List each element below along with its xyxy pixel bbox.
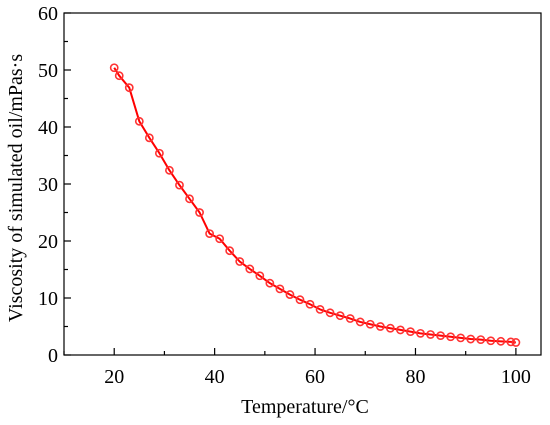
data-point — [315, 304, 325, 314]
axis-layer — [63, 12, 542, 356]
data-point — [406, 327, 415, 337]
data-point — [365, 319, 375, 329]
y-tick-label-60: 60 — [38, 3, 58, 25]
tick-layer: 20 40 60 80 100 0 10 20 30 40 50 60 — [38, 3, 531, 388]
data-point — [345, 314, 355, 323]
data-point — [295, 295, 305, 305]
data-point — [245, 264, 255, 274]
data-point — [305, 299, 315, 309]
data-point — [215, 234, 225, 244]
y-axis-title: Viscosity of simulated oil/mPas·s — [5, 54, 27, 322]
y-tick-label-50: 50 — [38, 60, 58, 82]
data-point — [225, 246, 235, 256]
data-point — [416, 328, 425, 338]
plot-frame — [63, 12, 542, 356]
data-point — [456, 333, 466, 343]
data-point — [506, 337, 516, 347]
x-tick-label-40: 40 — [205, 366, 225, 388]
data-point — [496, 336, 506, 346]
data-point — [285, 290, 295, 299]
y-tick-label-0: 0 — [48, 345, 58, 367]
data-point — [436, 331, 445, 341]
data-point — [154, 148, 164, 158]
data-point — [195, 208, 204, 217]
data-point — [476, 335, 486, 345]
data-point — [144, 133, 154, 143]
x-tick-label-80: 80 — [405, 366, 425, 388]
x-tick-label-60: 60 — [305, 366, 325, 388]
data-point — [275, 284, 285, 294]
data-point — [385, 323, 395, 333]
x-tick-label-100: 100 — [501, 366, 531, 388]
data-point — [396, 325, 405, 335]
data-point — [511, 338, 521, 347]
data-point — [426, 330, 435, 339]
marker-layer — [109, 63, 521, 347]
y-tick-label-10: 10 — [38, 288, 58, 310]
data-point — [466, 334, 476, 344]
data-point — [486, 336, 496, 346]
x-tick-label-20: 20 — [104, 366, 124, 388]
data-point — [446, 332, 456, 342]
data-point — [255, 271, 265, 281]
y-tick-label-30: 30 — [38, 174, 58, 196]
data-point — [265, 278, 275, 288]
data-point — [185, 194, 194, 204]
data-point — [325, 308, 335, 318]
data-point — [134, 116, 144, 126]
data-point — [375, 322, 385, 331]
y-tick-label-20: 20 — [38, 231, 58, 253]
y-tick-label-40: 40 — [38, 117, 58, 139]
data-point — [175, 180, 184, 190]
data-point — [335, 311, 345, 321]
data-point — [109, 63, 119, 73]
x-axis-title: Temperature/°C — [241, 396, 369, 418]
data-point — [235, 257, 245, 266]
data-point — [124, 83, 134, 93]
data-point — [205, 229, 215, 238]
data-point — [165, 165, 174, 175]
curve-layer — [113, 67, 517, 344]
data-point — [114, 71, 124, 81]
series-line-0 — [113, 67, 517, 344]
data-point — [355, 317, 365, 327]
